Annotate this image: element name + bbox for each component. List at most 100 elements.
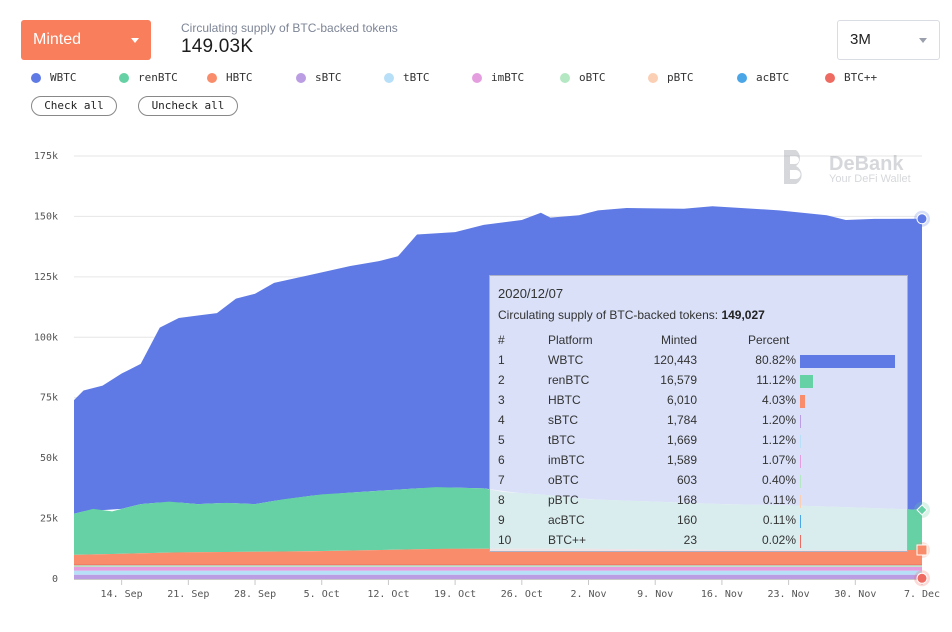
legend-label: HBTC	[226, 71, 253, 84]
legend-dot-icon	[119, 73, 129, 83]
legend-label: acBTC	[756, 71, 790, 84]
percent-bar	[800, 495, 801, 508]
uncheck-all-button[interactable]: Uncheck all	[138, 96, 238, 116]
metric-dropdown[interactable]: Minted	[21, 20, 151, 60]
y-tick-label: 75k	[40, 393, 58, 404]
row-platform: HBTC	[548, 393, 581, 407]
percent-bar	[800, 355, 895, 368]
row-platform: imBTC	[548, 453, 585, 467]
row-minted: 1,669	[666, 433, 697, 447]
period-dropdown[interactable]: 3M	[837, 20, 940, 60]
x-tick-label: 14. Sep	[101, 589, 143, 600]
x-tick-label: 19. Oct	[434, 589, 476, 600]
row-rank: 2	[498, 373, 505, 387]
legend-dot-icon	[384, 73, 394, 83]
tooltip-row: 4 sBTC 1,784 1.20%	[490, 413, 907, 431]
x-tick-label: 12. Oct	[367, 589, 409, 600]
row-platform: sBTC	[548, 413, 578, 427]
legend-label: sBTC	[315, 71, 342, 84]
tooltip-row: 5 tBTC 1,669 1.12%	[490, 433, 907, 451]
row-platform: renBTC	[548, 373, 590, 387]
check-all-button[interactable]: Check all	[31, 96, 117, 116]
col-platform: Platform	[548, 333, 593, 347]
tooltip-summary: Circulating supply of BTC-backed tokens:…	[498, 308, 765, 322]
series-area-pbtc	[74, 564, 922, 566]
series-area-sbtc	[74, 574, 922, 579]
watermark-brand: DeBank	[829, 153, 904, 175]
legend-label: pBTC	[667, 71, 694, 84]
y-tick-label: 25k	[40, 514, 58, 525]
x-tick-label: 2. Nov	[570, 589, 606, 600]
tooltip-row: 1 WBTC 120,443 80.82%	[490, 353, 907, 371]
row-rank: 7	[498, 473, 505, 487]
row-minted: 168	[676, 493, 697, 507]
y-tick-label: 100k	[34, 332, 58, 343]
x-tick-label: 28. Sep	[234, 589, 276, 600]
legend-label: tBTC	[403, 71, 430, 84]
row-percent: 1.20%	[761, 413, 796, 427]
legend-dot-icon	[560, 73, 570, 83]
percent-bar	[800, 535, 801, 548]
period-dropdown-label: 3M	[850, 31, 871, 48]
tooltip-row: 10 BTC++ 23 0.02%	[490, 533, 907, 551]
row-percent: 1.07%	[761, 453, 796, 467]
row-rank: 4	[498, 413, 505, 427]
x-tick-label: 26. Oct	[501, 589, 543, 600]
legend-dot-icon	[825, 73, 835, 83]
tooltip-date: 2020/12/07	[498, 286, 564, 301]
y-tick-label: 125k	[34, 272, 58, 283]
series-area-tbtc	[74, 570, 922, 575]
row-minted: 160	[676, 513, 697, 527]
row-percent: 4.03%	[761, 393, 796, 407]
percent-bar	[800, 375, 814, 388]
row-percent: 0.11%	[762, 493, 796, 507]
debank-watermark: DeBank Your DeFi Wallet	[784, 150, 911, 185]
tooltip-row: 2 renBTC 16,579 11.12%	[490, 373, 907, 391]
series-area-imbtc	[74, 566, 922, 571]
tooltip-row: 6 imBTC 1,589 1.07%	[490, 453, 907, 471]
legend-dot-icon	[296, 73, 306, 83]
row-percent: 1.12%	[761, 433, 796, 447]
percent-bar	[800, 475, 801, 488]
row-percent: 0.02%	[761, 533, 796, 547]
legend-dot-icon	[472, 73, 482, 83]
y-tick-label: 175k	[34, 151, 58, 162]
legend: WBTC renBTC HBTC sBTC tBTC imBTC oBTC pBTC acBTC…	[0, 69, 952, 87]
series-area-btcplusplus	[74, 564, 922, 566]
tooltip-row: 9 acBTC 160 0.11%	[490, 513, 907, 531]
tooltip-header-row: # Platform Minted Percent	[490, 333, 907, 351]
col-percent: Percent	[748, 333, 790, 347]
marker-hbtc	[916, 544, 928, 556]
debank-logo-icon	[784, 150, 802, 184]
x-tick-label: 30. Nov	[834, 589, 876, 600]
data-tooltip: 2020/12/07 Circulating supply of BTC-bac…	[489, 275, 908, 552]
y-tick-label: 0	[52, 574, 58, 585]
legend-label: BTC++	[844, 71, 878, 84]
metric-dropdown-label: Minted	[33, 31, 82, 48]
row-platform: BTC++	[548, 533, 587, 547]
series-area-hbtc	[74, 548, 922, 567]
hover-markers	[914, 210, 930, 587]
row-platform: tBTC	[548, 433, 576, 447]
row-minted: 23	[683, 533, 697, 547]
x-tick-label: 9. Nov	[637, 589, 673, 600]
marker-wbtc	[916, 213, 928, 225]
percent-bar	[800, 415, 802, 428]
y-axis: 0 25k 50k 75k 100k 125k 150k 175k	[34, 151, 58, 585]
row-minted: 16,579	[660, 373, 697, 387]
row-minted: 603	[676, 473, 697, 487]
row-rank: 1	[498, 353, 505, 367]
legend-label: oBTC	[579, 71, 606, 84]
row-rank: 10	[498, 533, 512, 547]
col-rank: #	[498, 333, 505, 347]
tooltip-row: 8 pBTC 168 0.11%	[490, 493, 907, 511]
watermark-tagline: Your DeFi Wallet	[829, 173, 911, 185]
percent-bar	[800, 435, 802, 448]
row-percent: 0.40%	[761, 473, 796, 487]
row-rank: 3	[498, 393, 505, 407]
legend-dot-icon	[31, 73, 41, 83]
percent-bar	[800, 515, 801, 528]
row-rank: 9	[498, 513, 505, 527]
total-supply-value: 149.03K	[181, 36, 254, 57]
row-minted: 1,784	[666, 413, 697, 427]
